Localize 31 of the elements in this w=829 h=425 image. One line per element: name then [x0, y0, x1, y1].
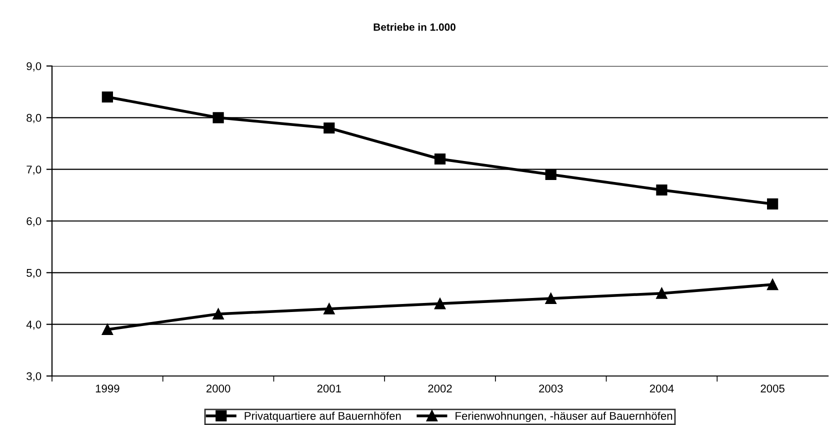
point [212, 308, 224, 320]
x-tick-label: 2002 [428, 384, 452, 392]
point [656, 184, 668, 196]
y-tick-label: 3,0 [26, 372, 42, 382]
point [102, 91, 113, 103]
y-tick-label: 6,0 [26, 217, 42, 226]
x-tick-label: 2005 [760, 384, 784, 392]
point [324, 303, 335, 314]
legend-label: Ferienwohnungen, -häuser auf Bauernhöfen [456, 412, 672, 422]
chart-title: Betriebe in 1.000 [374, 23, 456, 31]
y-tick-label: 8,0 [26, 114, 42, 124]
y-tick-label: 9,0 [26, 62, 42, 72]
point [324, 122, 335, 134]
y-tick-label: 4,0 [26, 320, 42, 330]
point [767, 198, 778, 210]
y-tick-label: 7,0 [26, 166, 42, 175]
x-tick-label: 2001 [317, 384, 341, 392]
point [656, 288, 668, 299]
y-tick-label: 5,0 [26, 268, 42, 278]
point [212, 112, 224, 124]
point [545, 292, 556, 304]
point [545, 168, 556, 180]
legend-label: Privatquartiere auf Bauernhöfen [244, 412, 401, 422]
x-tick-label: 2000 [206, 384, 230, 392]
point [767, 278, 778, 290]
x-tick-label: 2004 [650, 384, 674, 392]
x-tick-label: 2003 [539, 384, 563, 392]
point [102, 324, 113, 336]
x-tick-label: 1999 [96, 384, 120, 392]
point [434, 153, 446, 165]
point [434, 298, 446, 310]
